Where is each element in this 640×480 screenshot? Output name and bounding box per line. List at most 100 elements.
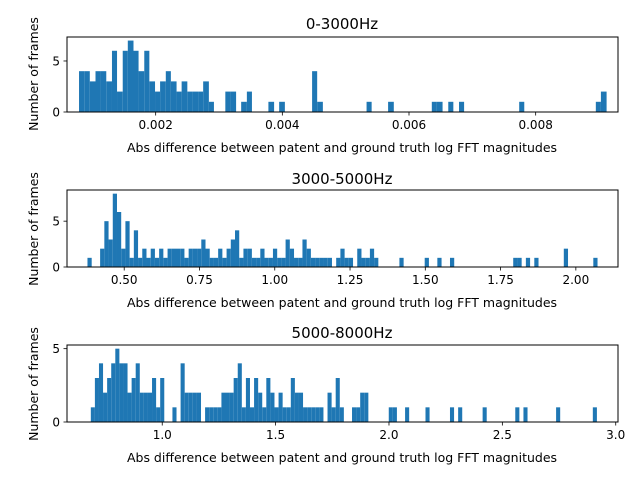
histogram-bar (155, 91, 161, 112)
histogram-bar (115, 348, 120, 422)
histogram-bar (188, 248, 193, 267)
histogram-bar (152, 378, 157, 422)
x-tick-label: 2.5 (493, 428, 512, 442)
histogram-bar (340, 248, 345, 267)
histogram-bar (245, 378, 250, 422)
histogram-bar (167, 248, 172, 267)
histogram-bar (317, 101, 323, 112)
histogram-bar (523, 407, 528, 422)
histogram-bar (131, 378, 136, 422)
histogram-bar (525, 257, 531, 267)
histogram-bar (192, 392, 197, 422)
histogram-bar (144, 50, 150, 112)
histogram-bar (595, 101, 601, 112)
panel-5000-8000hz: 5000-8000Hz 1.0 1.5 2.0 2.5 3.0 05 Abs diffe… (26, 324, 625, 465)
histogram-bar (307, 407, 312, 422)
histogram-bar (247, 248, 252, 267)
y-tick-label: 5 (52, 215, 60, 229)
histogram-bar (198, 91, 204, 112)
histogram-bar (256, 257, 261, 267)
x-tick-label: 1.75 (487, 273, 514, 287)
histogram-bar (111, 50, 118, 112)
histogram-bar (431, 101, 437, 112)
histogram-bar (310, 257, 316, 267)
histogram-bar (129, 257, 134, 267)
y-ticks: 05 (52, 215, 67, 275)
histogram-bar (517, 257, 522, 267)
histogram-bar (213, 257, 219, 267)
histogram-bar (399, 257, 404, 267)
y-tick-label: 0 (52, 416, 60, 430)
histogram-bar (176, 91, 182, 112)
histogram-bar (209, 407, 214, 422)
histogram-bar (294, 392, 299, 422)
histogram-bar (311, 407, 316, 422)
histogram-bar (138, 71, 145, 112)
histogram-bar (254, 378, 259, 422)
histogram-bar (563, 248, 569, 267)
histogram-bar (286, 407, 291, 422)
histogram-bar (188, 392, 193, 422)
histogram-bar (160, 81, 166, 112)
x-tick-label: 2.00 (562, 273, 589, 287)
x-ticks: 1.0 1.5 2.0 2.5 3.0 (153, 422, 625, 442)
histogram-bar (237, 363, 242, 422)
histogram-bar (116, 212, 122, 267)
histogram-bar (217, 407, 222, 422)
histogram-bar (209, 257, 214, 267)
histogram-bar (459, 101, 465, 112)
histogram-bar (534, 257, 539, 267)
bars (87, 193, 598, 267)
panel-0-3000hz: 0-3000Hz 0.002 0.004 0.006 0.008 05 Abs dif… (26, 15, 619, 155)
histogram-bar (592, 407, 597, 422)
histogram-bar (112, 193, 117, 267)
histogram-bar (251, 257, 257, 267)
x-ticks: 0.002 0.004 0.006 0.008 (138, 112, 553, 132)
histogram-bar (513, 257, 518, 267)
histogram-bar (593, 257, 598, 267)
axes-frame (66, 36, 619, 113)
histogram-bar (339, 407, 344, 422)
histogram-bar (221, 392, 226, 422)
histogram-bar (282, 407, 287, 422)
histogram-bar (150, 248, 155, 267)
histogram-bar (203, 81, 209, 112)
histogram-bar (103, 392, 108, 422)
histogram-bar (405, 407, 410, 422)
y-axis-label: Number of frames (26, 172, 41, 286)
histogram-bar (388, 101, 394, 112)
histogram-bar (268, 257, 273, 267)
histogram-bar (192, 91, 199, 112)
histogram-bar (181, 81, 188, 112)
histogram-bar (331, 407, 336, 422)
histogram-bar (100, 71, 107, 112)
histogram-bar (133, 230, 139, 267)
histogram-bar (159, 248, 164, 267)
histogram-bar (519, 101, 525, 112)
histogram-bar (94, 378, 99, 422)
x-axis-label: Abs difference between patent and ground… (127, 450, 557, 465)
histogram-bar (315, 257, 320, 267)
histogram-bar (357, 248, 362, 267)
x-tick-label: 0.006 (392, 118, 426, 132)
y-tick-label: 0 (52, 106, 60, 120)
x-tick-label: 0.50 (111, 273, 138, 287)
bars (90, 348, 597, 422)
histogram-bar (160, 378, 165, 422)
histogram-bar (230, 239, 236, 267)
histogram-bar (449, 257, 455, 267)
histogram-bar (119, 363, 124, 422)
histogram-bar (205, 248, 210, 267)
y-axis-label: Number of frames (26, 17, 41, 131)
histogram-bar (279, 101, 285, 112)
histogram-bar (229, 392, 234, 422)
histogram-bar (336, 257, 341, 267)
y-axis-label: Number of frames (26, 327, 41, 441)
histogram-bar (448, 101, 454, 112)
histogram-bar (239, 257, 244, 267)
histogram-bar (154, 257, 160, 267)
histogram-bar (335, 378, 340, 422)
histogram-bar (425, 407, 430, 422)
histogram-bar (170, 81, 177, 112)
axes-frame (66, 189, 619, 268)
